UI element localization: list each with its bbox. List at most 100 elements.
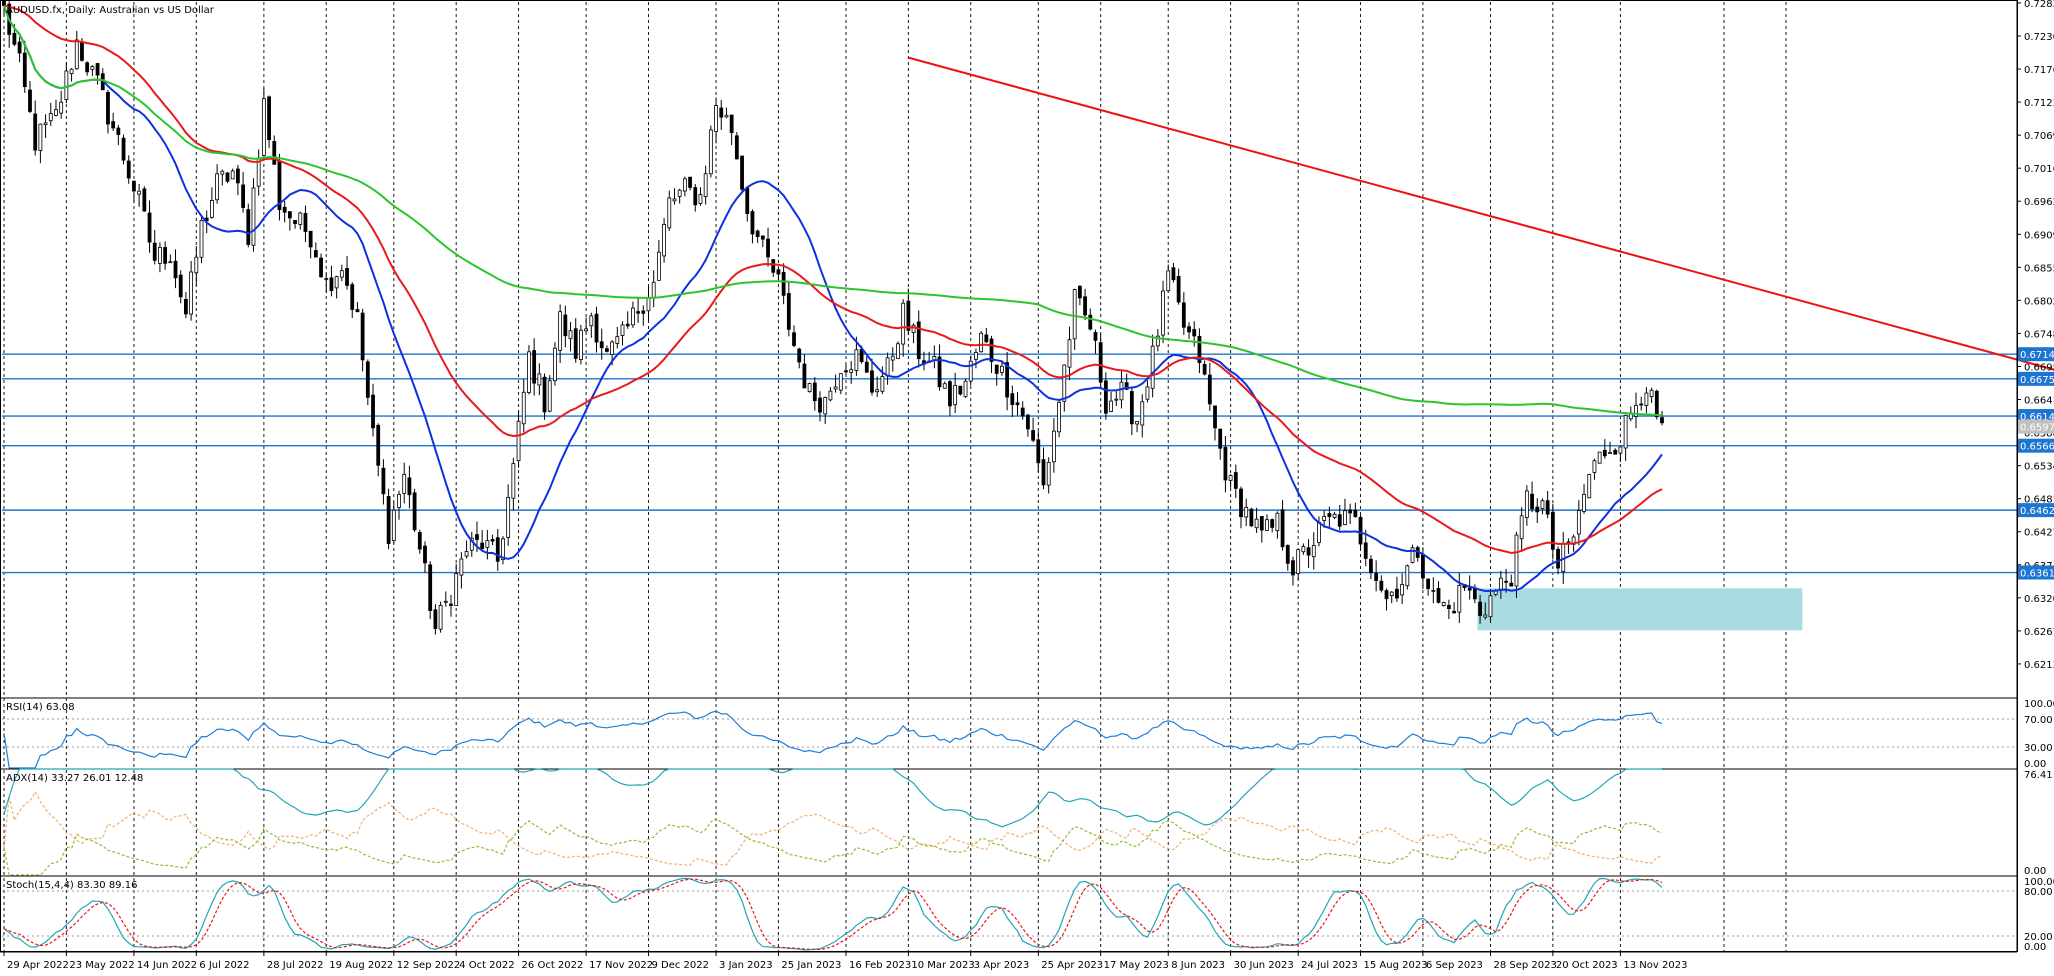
candle <box>662 217 666 263</box>
candle <box>282 201 287 223</box>
candle <box>584 317 589 333</box>
plus-di-line[interactable] <box>3 817 1663 876</box>
candle-body <box>1524 490 1529 518</box>
candle-body <box>1010 393 1015 405</box>
stoch-label: Stoch(15,4,4) 83.30 89.16 <box>6 880 137 891</box>
candle-body <box>501 538 505 561</box>
candle-body <box>833 386 838 390</box>
candle <box>870 358 874 396</box>
candle-body <box>1285 545 1290 564</box>
candle <box>74 30 79 70</box>
candle-body <box>1395 588 1399 599</box>
candle <box>1259 516 1264 543</box>
candle-body <box>178 274 183 298</box>
candle-body <box>854 349 859 371</box>
rsi-line[interactable] <box>3 710 1663 769</box>
candle-body <box>1613 449 1618 455</box>
candle-body <box>1150 345 1155 389</box>
candle-body <box>69 68 74 75</box>
candle <box>703 165 708 205</box>
level-price-tag <box>2018 371 2054 386</box>
candle <box>615 326 620 349</box>
indicator-tick-label: 30.00 <box>2024 743 2053 754</box>
candle <box>771 258 776 277</box>
candle-body <box>916 321 921 360</box>
x-tick-label: 3 Jan 2023 <box>719 960 773 971</box>
candle <box>776 267 781 282</box>
candle <box>1436 581 1441 604</box>
candle <box>454 563 459 606</box>
support-zone[interactable] <box>1477 588 1803 631</box>
candle <box>313 242 318 258</box>
candle <box>1233 464 1238 498</box>
candle-body <box>667 197 672 229</box>
level-price-tag <box>2018 347 2054 362</box>
candle-body <box>1197 335 1202 363</box>
candle-body <box>979 332 984 353</box>
candle-body <box>1441 602 1446 606</box>
candle <box>573 318 578 363</box>
candle-body <box>324 278 329 280</box>
candle <box>1644 387 1649 414</box>
candle <box>215 164 219 204</box>
candle <box>303 205 308 243</box>
candle <box>1582 483 1586 514</box>
ma-line-200[interactable] <box>3 5 1663 417</box>
candle-body <box>355 309 360 313</box>
candle-body <box>1337 514 1342 527</box>
x-tick-label: 24 Jul 2023 <box>1301 960 1358 971</box>
candle-body <box>1311 545 1316 558</box>
candle-body <box>1509 582 1514 587</box>
candle-body <box>272 141 277 165</box>
candle <box>807 382 812 393</box>
minus-di-line[interactable] <box>3 790 1663 866</box>
candle-body <box>1478 601 1482 616</box>
candle-body <box>407 477 412 496</box>
current-price-tag <box>2018 419 2054 434</box>
candle-body <box>90 66 95 70</box>
candle-body <box>1265 519 1269 531</box>
candle-body <box>381 467 386 495</box>
candle-body <box>111 121 116 129</box>
candle <box>802 354 807 389</box>
indicator-tick-label: 20.00 <box>2024 932 2053 943</box>
candle <box>329 265 334 297</box>
candle-body <box>1244 506 1249 518</box>
candle <box>1228 473 1233 488</box>
candle <box>360 308 365 372</box>
candle <box>766 227 770 267</box>
candle-body <box>698 194 703 204</box>
candle <box>1587 473 1592 499</box>
candle <box>38 123 43 164</box>
trendline[interactable] <box>908 56 2054 456</box>
candle <box>1379 575 1384 593</box>
level-price-tag <box>2018 409 2054 424</box>
stoch-k-line[interactable] <box>3 877 1663 951</box>
level-price-tag <box>2018 565 2054 580</box>
candle <box>563 305 568 348</box>
candle-body <box>719 107 724 118</box>
indicator-tick-label: 100.00 <box>2024 877 2054 888</box>
moving-averages <box>3 4 1663 593</box>
candle-body <box>1275 512 1280 532</box>
candle <box>641 305 646 326</box>
candle <box>293 220 297 229</box>
candle <box>792 325 796 348</box>
candle <box>251 178 256 252</box>
candle <box>69 68 74 82</box>
candle <box>85 61 90 76</box>
candle-body <box>641 310 646 314</box>
candle-body <box>527 351 531 393</box>
stoch-d-line[interactable] <box>3 878 1663 951</box>
candle-body <box>1514 534 1519 587</box>
ma-line-50[interactable] <box>3 4 1663 555</box>
candle <box>708 125 713 178</box>
candle-body <box>1176 276 1181 303</box>
candle <box>386 488 391 550</box>
candle-body <box>672 198 677 202</box>
x-tick-label: 28 Jul 2022 <box>267 960 324 971</box>
candle-body <box>1582 493 1586 512</box>
candle <box>594 306 599 353</box>
adx-line[interactable] <box>3 768 1662 828</box>
